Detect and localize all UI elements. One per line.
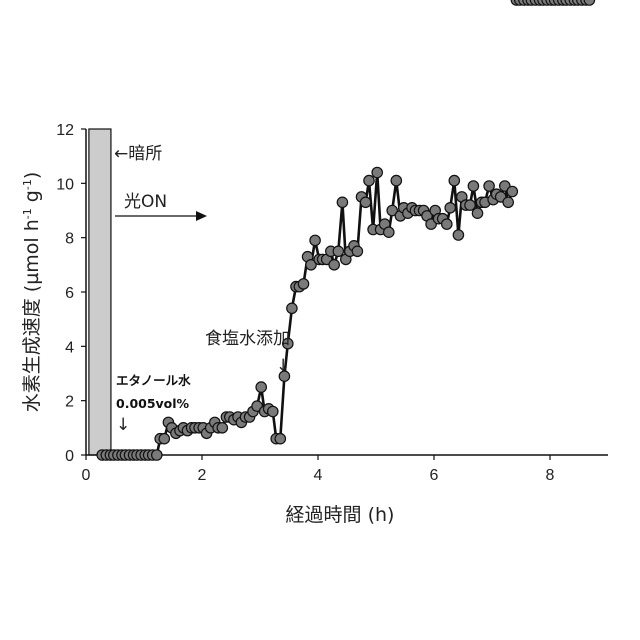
data-point <box>584 0 594 5</box>
y-tick-label: 0 <box>65 448 74 465</box>
data-point <box>333 246 343 256</box>
data-point <box>364 175 374 185</box>
data-point <box>287 303 297 313</box>
data-point <box>503 197 513 207</box>
data-point <box>484 181 494 191</box>
data-point <box>384 227 394 237</box>
y-tick-label: 2 <box>65 394 74 411</box>
y-axis-title: 水素生成速度 (µmol h-1 g-1) <box>21 172 43 413</box>
data-point <box>217 423 227 433</box>
data-point <box>152 450 162 460</box>
hydrogen-rate-series <box>97 0 595 460</box>
data-point <box>391 175 401 185</box>
x-tick-label: 2 <box>198 467 207 484</box>
x-tick-label: 8 <box>546 467 555 484</box>
x-tick-label: 0 <box>82 467 91 484</box>
data-point <box>372 167 382 177</box>
data-point <box>275 434 285 444</box>
data-point <box>507 186 517 196</box>
data-point <box>337 197 347 207</box>
annotation-light-on-label: 光ON <box>124 192 167 212</box>
series-points <box>97 0 595 460</box>
data-point <box>472 208 482 218</box>
x-axis-title: 経過時間 (h) <box>286 504 395 526</box>
annotation-ethanol-arrow: ↓ <box>116 415 130 435</box>
data-point <box>449 175 459 185</box>
y-axis-ticks: 0 2 4 6 8 10 12 <box>56 122 86 465</box>
x-tick-label: 6 <box>430 467 439 484</box>
data-point <box>256 382 266 392</box>
data-point <box>445 203 455 213</box>
data-point <box>310 235 320 245</box>
y-tick-label: 8 <box>65 231 74 248</box>
y-tick-label: 4 <box>65 339 74 356</box>
data-point <box>360 197 370 207</box>
annotation-salt-arrow: ↓ <box>276 356 290 376</box>
y-tick-label: 10 <box>56 176 74 193</box>
data-point <box>329 260 339 270</box>
y-tick-label: 12 <box>56 122 74 139</box>
y-tick-label: 6 <box>65 285 74 302</box>
data-point <box>468 181 478 191</box>
annotation-ethanol-label: エタノール水 <box>116 373 191 388</box>
series-line <box>102 173 512 456</box>
annotation-salt-label: 食塩水添加 <box>205 329 290 349</box>
data-point <box>298 279 308 289</box>
dark-period-region <box>89 129 111 455</box>
data-point <box>352 246 362 256</box>
annotation-dark-label: ←暗所 <box>114 144 162 164</box>
data-point <box>159 434 169 444</box>
x-tick-label: 4 <box>314 467 323 484</box>
annotation-ethanol-concentration: 0.005vol% <box>116 396 190 411</box>
light-on-arrow <box>115 211 207 221</box>
data-point <box>453 230 463 240</box>
data-point <box>442 219 452 229</box>
data-point <box>268 406 278 416</box>
data-point <box>465 200 475 210</box>
